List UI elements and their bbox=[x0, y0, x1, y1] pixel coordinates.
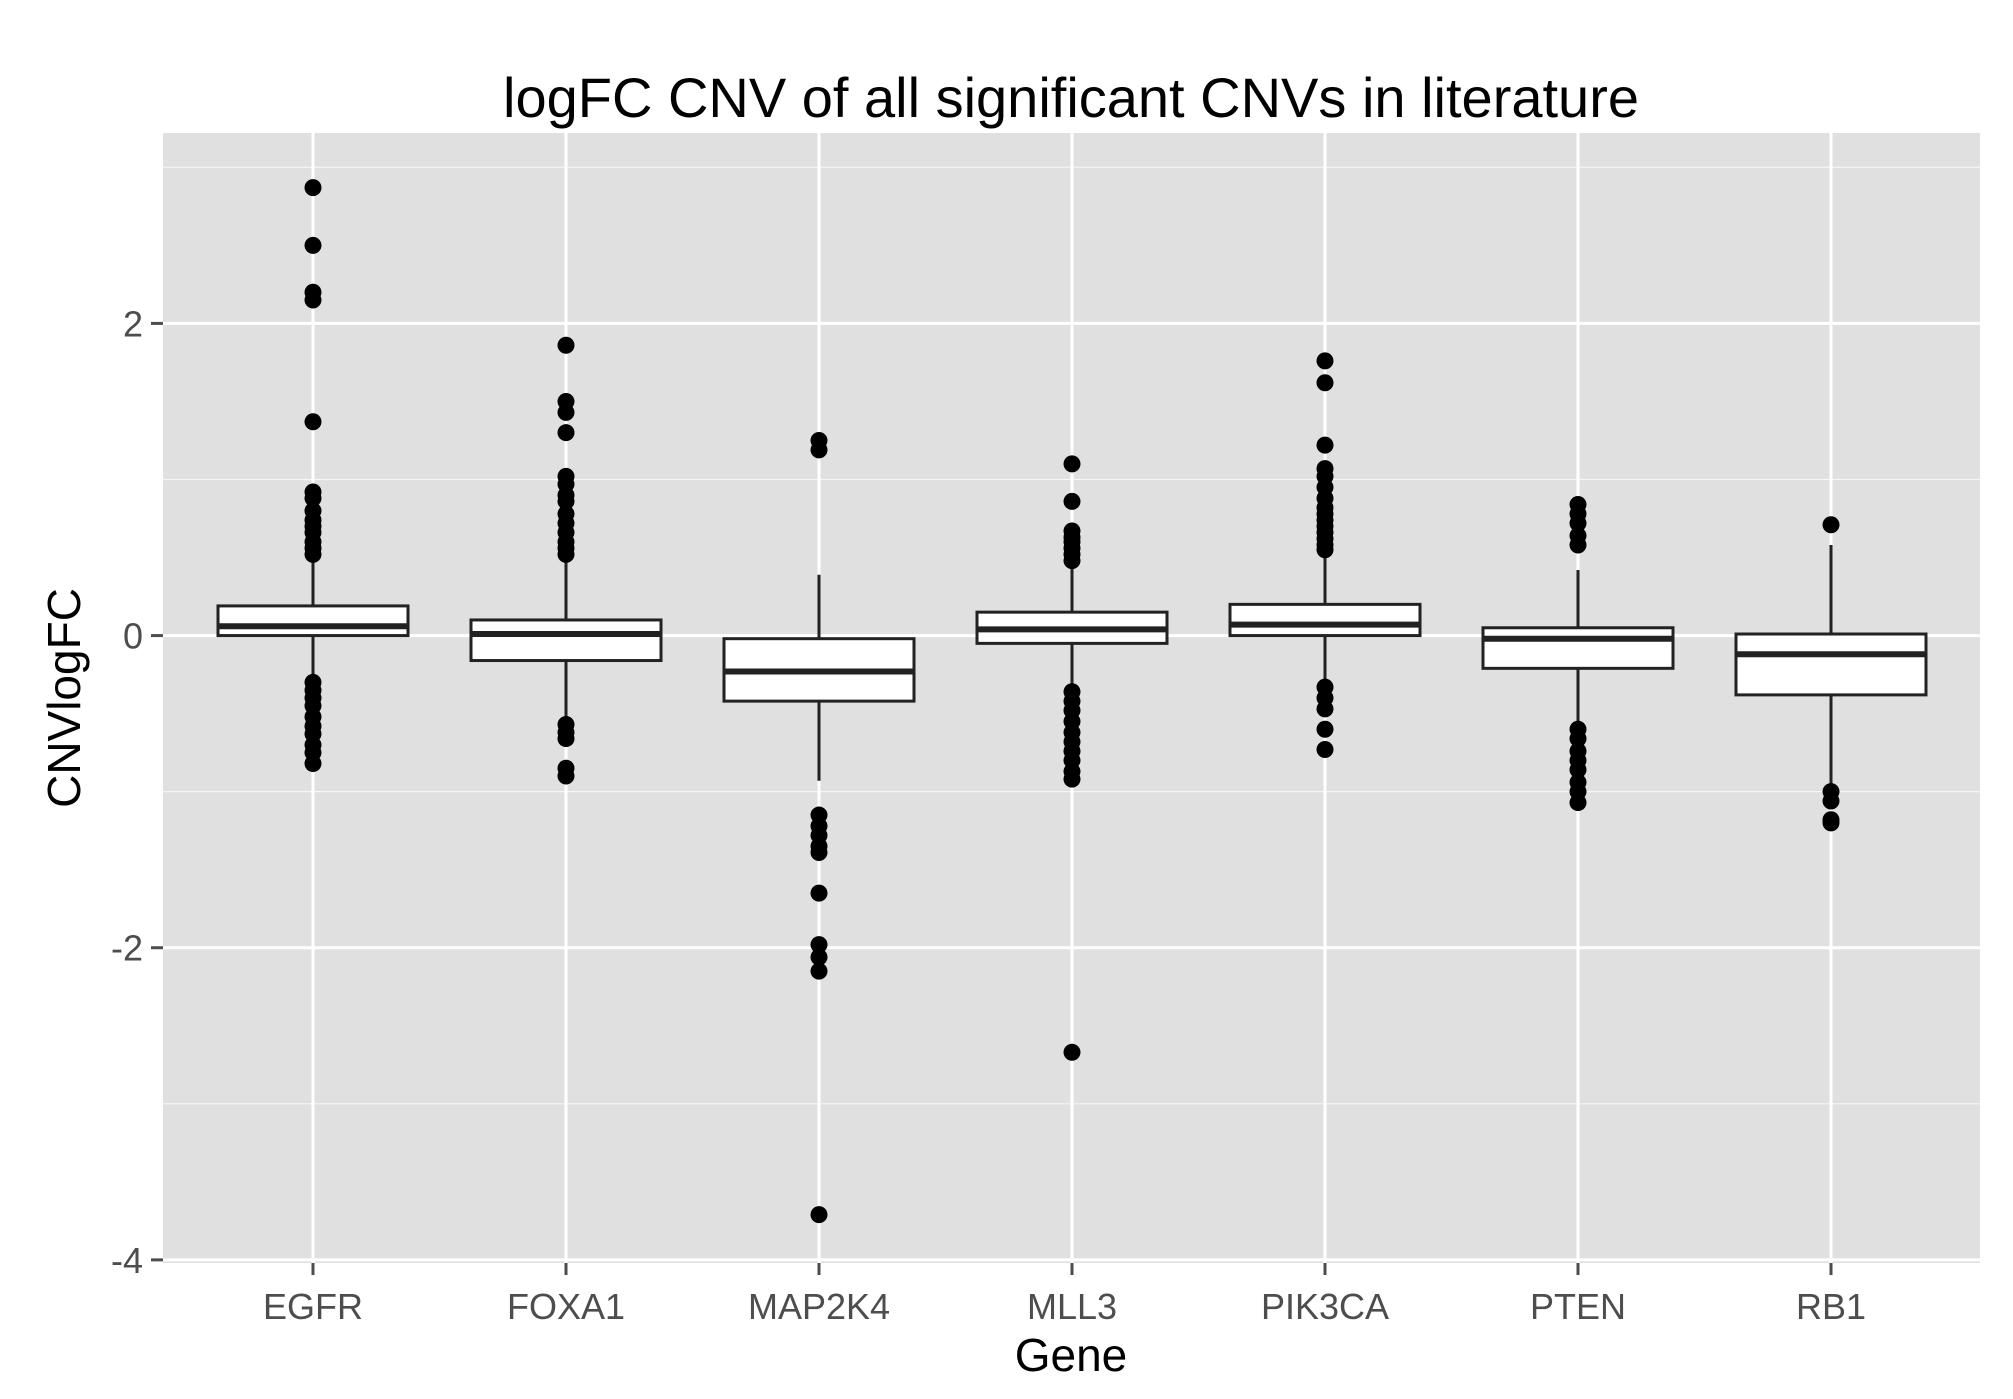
outlier-point bbox=[810, 936, 828, 954]
outlier-point bbox=[1569, 536, 1587, 554]
x-tick-label: FOXA1 bbox=[507, 1286, 625, 1327]
outlier-point bbox=[810, 948, 828, 966]
outlier-point bbox=[1316, 700, 1334, 718]
outlier-point bbox=[810, 441, 828, 459]
outlier-point bbox=[557, 730, 575, 748]
outlier-point bbox=[1063, 770, 1081, 788]
outlier-point bbox=[1822, 814, 1840, 832]
outlier-point bbox=[304, 413, 322, 431]
outlier-point bbox=[1316, 720, 1334, 738]
outlier-point bbox=[1316, 352, 1334, 370]
outlier-point bbox=[557, 424, 575, 442]
y-tick-label: -4 bbox=[111, 1240, 143, 1281]
outlier-point bbox=[557, 492, 575, 510]
box-egfr bbox=[216, 179, 410, 773]
x-tick-label: MAP2K4 bbox=[748, 1286, 890, 1327]
outlier-point bbox=[1316, 436, 1334, 454]
box-pten bbox=[1481, 495, 1675, 812]
outlier-point bbox=[1569, 514, 1587, 532]
x-tick-label: MLL3 bbox=[1027, 1286, 1117, 1327]
x-tick-label: EGFR bbox=[263, 1286, 363, 1327]
outlier-point bbox=[1569, 761, 1587, 779]
y-tick-label: -2 bbox=[111, 928, 143, 969]
outlier-point bbox=[557, 403, 575, 421]
x-tick-label: PIK3CA bbox=[1261, 1286, 1389, 1327]
outlier-point bbox=[1569, 794, 1587, 812]
outlier-point bbox=[1063, 455, 1081, 473]
box-layer bbox=[216, 179, 1928, 1224]
box-map2k4 bbox=[722, 431, 916, 1224]
box-iqr bbox=[1734, 632, 1928, 697]
outlier-point bbox=[810, 962, 828, 980]
outlier-point bbox=[1063, 552, 1081, 570]
outlier-point bbox=[1569, 730, 1587, 748]
outlier-point bbox=[557, 336, 575, 354]
outlier-point bbox=[810, 844, 828, 862]
box-iqr bbox=[469, 618, 663, 663]
x-tick-label: RB1 bbox=[1796, 1286, 1866, 1327]
outlier-point bbox=[557, 545, 575, 563]
box-iqr bbox=[1228, 602, 1422, 638]
x-tick-label: PTEN bbox=[1530, 1286, 1626, 1327]
outlier-point bbox=[1822, 516, 1840, 534]
box-iqr bbox=[216, 604, 410, 638]
outlier-point bbox=[304, 489, 322, 507]
box-foxa1 bbox=[469, 336, 663, 785]
outlier-point bbox=[1316, 741, 1334, 759]
outlier-point bbox=[810, 884, 828, 902]
outlier-point bbox=[557, 767, 575, 785]
box-mll3 bbox=[975, 455, 1169, 1061]
outlier-point bbox=[1822, 792, 1840, 810]
outlier-point bbox=[304, 545, 322, 563]
outlier-point bbox=[304, 236, 322, 254]
outlier-point bbox=[1316, 374, 1334, 392]
outlier-point bbox=[810, 1206, 828, 1224]
outlier-point bbox=[304, 291, 322, 309]
box-iqr bbox=[1481, 626, 1675, 670]
outlier-point bbox=[1063, 492, 1081, 510]
box-pik3ca bbox=[1228, 352, 1422, 759]
y-tick-label: 2 bbox=[123, 303, 143, 344]
outlier-point bbox=[1316, 541, 1334, 559]
outlier-point bbox=[304, 755, 322, 773]
outlier-point bbox=[304, 179, 322, 197]
box-rb1 bbox=[1734, 516, 1928, 832]
chart-title: logFC CNV of all significant CNVs in lit… bbox=[503, 66, 1639, 129]
x-axis-title: Gene bbox=[1015, 1329, 1128, 1381]
y-axis-title: CNVlogFC bbox=[38, 588, 90, 808]
axes: -4 -2 0 2 EGFR FOXA1 MAP2K4 MLL3 PIK3CA PTEN RB1 bbox=[111, 303, 1866, 1327]
y-tick-label: 0 bbox=[123, 616, 143, 657]
outlier-point bbox=[1063, 1043, 1081, 1061]
